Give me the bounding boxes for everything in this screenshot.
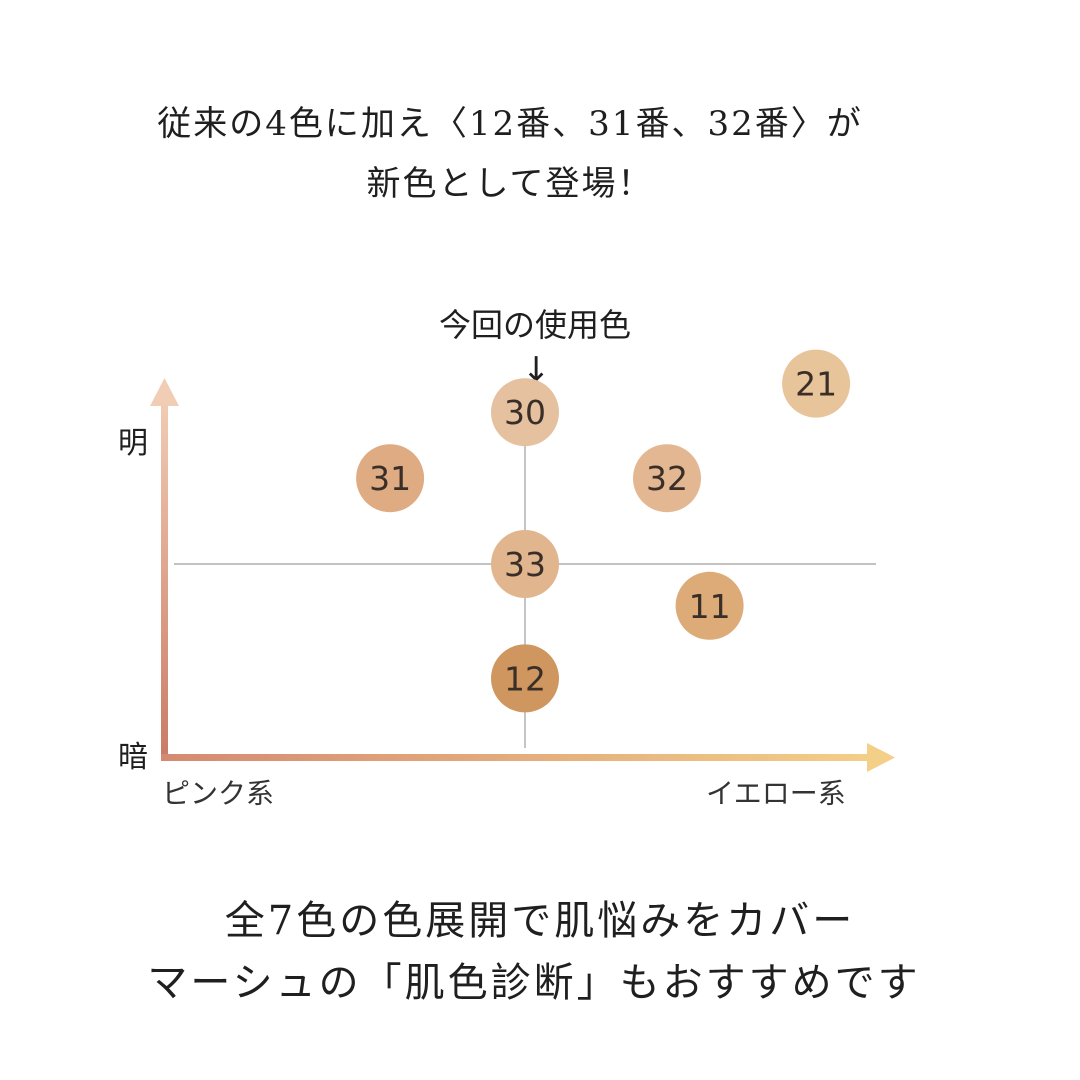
shade-circle	[675, 571, 744, 640]
shade-circle	[633, 444, 701, 513]
shade-points: 30 21 31 32 33 11 12	[356, 349, 851, 713]
shade-circle	[491, 644, 559, 713]
shade-point-11: 11	[675, 571, 744, 640]
x-axis-label-pink: ピンク系	[162, 777, 275, 810]
shade-label: 33	[504, 545, 546, 584]
shade-circle	[782, 349, 851, 418]
shade-circle	[356, 444, 425, 513]
y-axis-label-dark: 暗	[118, 740, 148, 775]
headline-line-2: 新色として登場！	[366, 164, 654, 204]
y-axis-label-bright: 明	[118, 426, 148, 461]
shade-circle	[491, 378, 559, 447]
shade-label: 11	[689, 587, 731, 626]
shade-point-21: 21	[782, 349, 851, 418]
x-axis-arrowhead	[867, 743, 895, 772]
shade-point-12: 12	[491, 644, 559, 713]
shade-label: 30	[504, 393, 546, 432]
shade-label: 12	[504, 659, 546, 698]
footer-line-2: マーシュの「肌色診断」もおすすめです	[147, 960, 921, 1006]
y-axis-arrowhead	[150, 378, 179, 406]
footer-line-1: 全7色の色展開で肌悩みをカバー	[224, 898, 856, 944]
shade-label: 32	[646, 459, 688, 498]
headline-line-1: 従来の4色に加え〈12番、31番、32番〉が	[157, 104, 863, 144]
shade-circle	[491, 530, 559, 598]
shade-label: 31	[369, 459, 411, 498]
y-axis-line	[161, 396, 168, 760]
shade-point-30: 30	[491, 378, 559, 447]
shade-point-32: 32	[633, 444, 701, 513]
current-shade-caption: 今回の使用色	[438, 306, 631, 344]
x-axis-line	[161, 754, 875, 761]
shade-label: 21	[795, 365, 837, 404]
shade-point-33: 33	[491, 530, 559, 598]
shade-point-31: 31	[356, 444, 425, 513]
x-axis-label-yellow: イエロー系	[706, 777, 846, 810]
